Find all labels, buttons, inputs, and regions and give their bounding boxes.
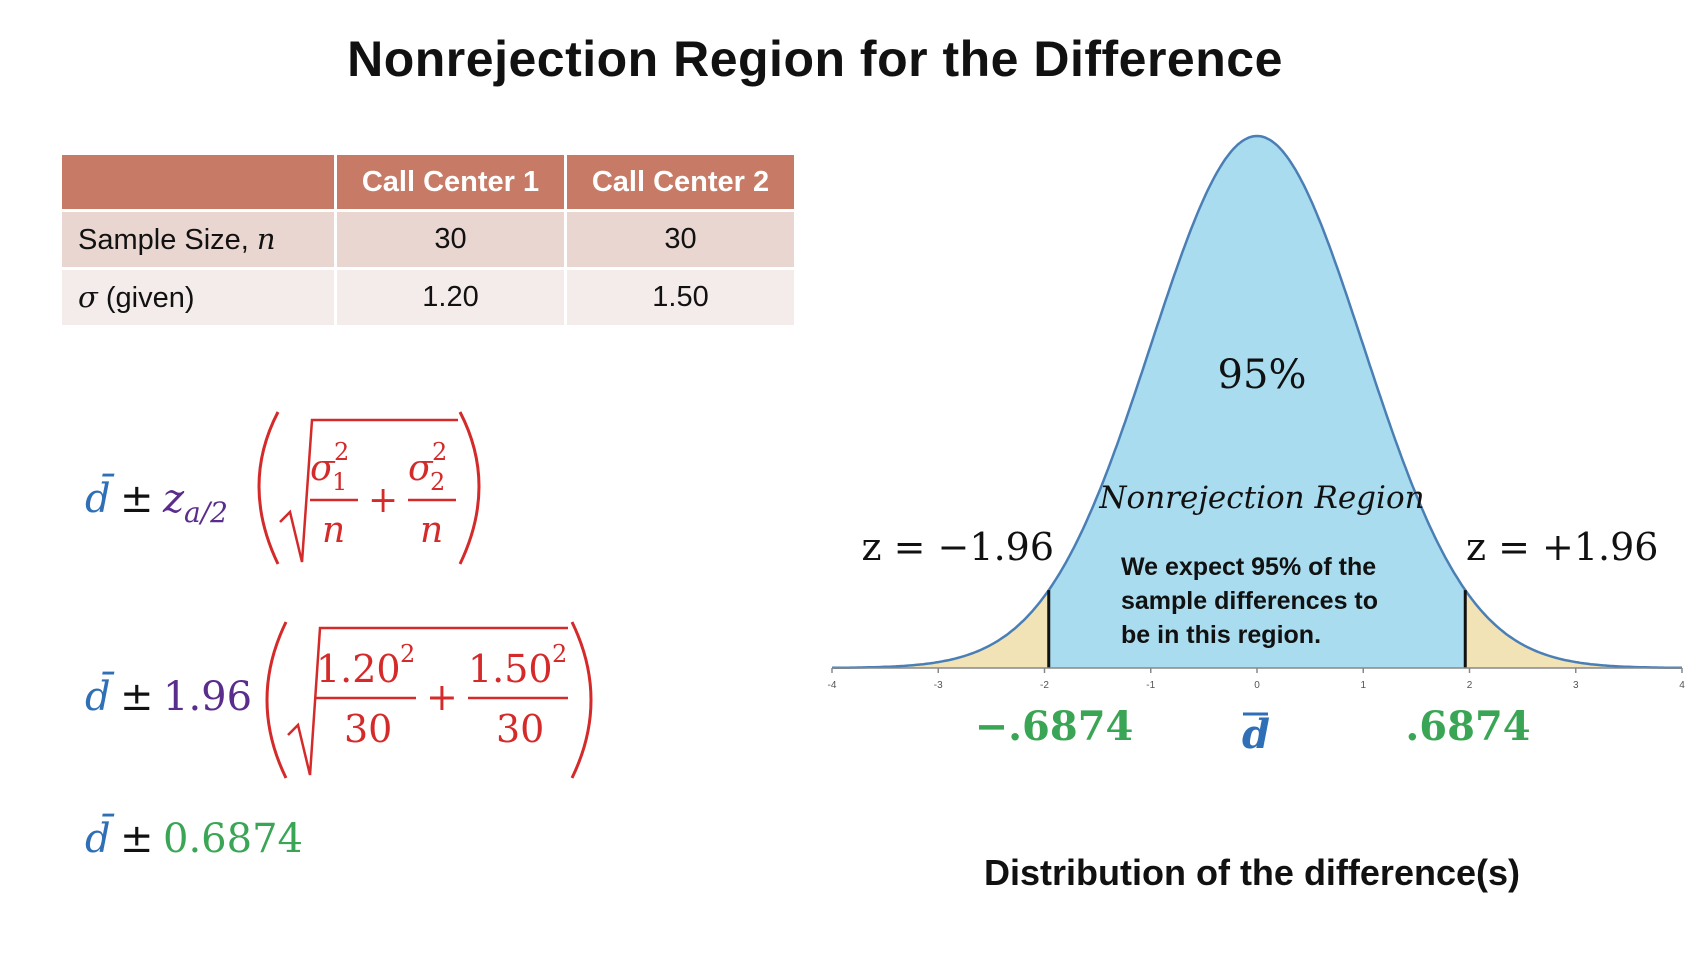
note-line-3: be in this region. — [1121, 621, 1321, 649]
table-header-blank — [62, 155, 337, 209]
formula1-sigma2-sub: 2 — [430, 468, 445, 496]
dbar-center-label: d — [1242, 711, 1270, 758]
table-row-sample-size: Sample Size, n 30 30 — [62, 209, 794, 267]
formula2-dbar: d̄ — [85, 671, 115, 720]
x-tick-label: -3 — [934, 680, 943, 691]
page-title: Nonrejection Region for the Difference — [347, 31, 1283, 87]
x-tick-label: -1 — [1146, 680, 1155, 691]
upper-bound-label: .6874 — [1405, 703, 1530, 750]
formula1-z: z — [162, 476, 185, 522]
formula1-sigma1: σ — [310, 448, 336, 489]
table-header-call-center-2: Call Center 2 — [567, 155, 794, 209]
table-cell: 1.20 — [337, 267, 567, 325]
formula2-pm: ± — [120, 674, 154, 720]
formula2-num1: 1.20 — [316, 647, 401, 691]
formula-general: d̄ ± z a/2 σ 2 1 n + σ 2 2 n — [85, 411, 481, 565]
x-tick-label: 0 — [1254, 680, 1260, 691]
note-line-2: sample differences to — [1121, 587, 1378, 615]
formula-substituted: d̄ ± 1.96 1.20 2 30 + 1.50 2 30 — [85, 621, 593, 779]
formula3-margin: 0.6874 — [163, 816, 303, 862]
formula1-radical — [279, 418, 458, 563]
formula2-num1-sq: 2 — [400, 640, 415, 668]
note-line-1: We expect 95% of the — [1121, 553, 1376, 581]
formula1-sigma2-sq: 2 — [432, 438, 447, 466]
formula1-plus: + — [368, 480, 398, 521]
formula1-dbar: d̄ — [85, 473, 115, 522]
formula1-z-sub: a/2 — [184, 496, 228, 529]
x-tick-label: 2 — [1467, 680, 1473, 691]
call-center-table: Call Center 1 Call Center 2 Sample Size,… — [62, 155, 794, 325]
normal-curve — [832, 134, 1682, 670]
formula1-sigma1-sq: 2 — [334, 438, 349, 466]
x-tick-label: -4 — [828, 680, 837, 691]
formula1-pm: ± — [120, 476, 154, 522]
lower-bound-label: −.6874 — [975, 703, 1134, 750]
formula2-left-paren — [265, 621, 288, 779]
table-row-sigma: σ (given) 1.20 1.50 — [62, 267, 794, 325]
formula-result: d̄ ± 0.6874 — [85, 813, 303, 862]
table-cell: 30 — [337, 209, 567, 267]
formula1-left-paren — [257, 411, 280, 565]
table-header-call-center-1: Call Center 1 — [337, 155, 567, 209]
table-header-row: Call Center 1 Call Center 2 — [62, 155, 794, 209]
x-tick-label: 1 — [1360, 680, 1366, 691]
formula1-right-paren — [458, 411, 481, 565]
row-label-sigma: σ (given) — [62, 267, 337, 325]
table-cell: 1.50 — [567, 267, 794, 325]
formula2-num2-sq: 2 — [552, 640, 567, 668]
formula1-sigma2: σ — [408, 448, 434, 489]
formula1-sigma1-sub: 1 — [332, 468, 347, 496]
formula1-n1: n — [322, 510, 345, 551]
x-tick-label: -2 — [1040, 680, 1049, 691]
central-area-label: 95% — [1218, 352, 1307, 398]
nonrejection-region-label: Nonrejection Region — [1098, 480, 1424, 516]
nonrejection-area — [1048, 136, 1466, 668]
formula3-dbar: d̄ — [85, 813, 115, 862]
row-label-sample-size: Sample Size, n — [62, 209, 337, 267]
formula2-den1: 30 — [344, 707, 392, 751]
formula3-pm: ± — [120, 816, 154, 862]
formula2-radical — [287, 626, 568, 776]
chart-caption: Distribution of the difference(s) — [984, 852, 1520, 893]
left-tail-area — [832, 590, 1049, 668]
formula2-plus: + — [426, 675, 458, 719]
z-left-label: z = −1.96 — [862, 525, 1054, 569]
formula2-den2: 30 — [496, 707, 544, 751]
z-right-label: z = +1.96 — [1466, 525, 1658, 569]
right-tail-area — [1465, 590, 1682, 668]
formula2-z-value: 1.96 — [163, 674, 252, 720]
formula2-num2: 1.50 — [468, 647, 553, 691]
formula2-right-paren — [570, 621, 593, 779]
normal-distribution-chart: -4 -3 -2 -1 0 1 2 3 4 95% Nonrejection Region z … — [828, 134, 1685, 893]
x-axis-ticks: -4 -3 -2 -1 0 1 2 3 4 — [828, 668, 1685, 691]
x-tick-label: 3 — [1573, 680, 1579, 691]
formula1-n2: n — [420, 510, 443, 551]
table-cell: 30 — [567, 209, 794, 267]
x-tick-label: 4 — [1679, 680, 1685, 691]
